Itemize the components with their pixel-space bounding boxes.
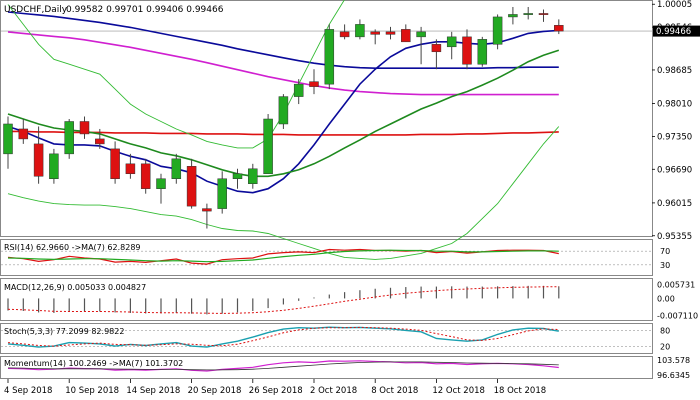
candle-bearish — [79, 121, 90, 135]
candle-bullish — [293, 83, 304, 97]
stoch-d-line — [7, 326, 559, 347]
x-axis-label: 12 Oct 2018 — [432, 386, 485, 396]
candle-bearish — [339, 31, 350, 38]
candle-bearish — [33, 143, 44, 177]
indicator-layer: 70 30 0.005731 0.00 -0.007110 80 20 103.578 96.6… — [1, 247, 698, 380]
candle-bullish — [156, 178, 166, 189]
candle-bearish — [385, 31, 396, 35]
candle-bearish — [401, 29, 411, 43]
x-axis-label: 20 Sep 2018 — [188, 386, 242, 396]
rsi-axis-label: 30 — [660, 261, 670, 270]
macd-axis-label: -0.007110 — [657, 312, 698, 321]
candle-bullish — [248, 168, 258, 184]
rsi-ma-line — [7, 249, 559, 263]
current-price-tag-bg — [653, 25, 700, 37]
current-price-tag: 0.99466 — [653, 25, 700, 37]
candle-bullish — [217, 178, 227, 209]
x-axis-label: 26 Sep 2018 — [249, 386, 303, 396]
candle-bullish — [523, 13, 533, 15]
x-axis-label: 10 Sep 2018 — [65, 386, 119, 396]
candle-bullish — [355, 24, 365, 38]
candle-bearish — [431, 44, 442, 53]
rsi-panel[interactable] — [0, 239, 653, 276]
macd-label: MACD(12,26,9) 0.005033 0.004827 — [4, 283, 146, 292]
macd-axis-label: 0.005731 — [657, 281, 695, 290]
macd-axis-label: 0.00 — [657, 294, 675, 303]
y-axis-label: 0.96690 — [657, 165, 692, 175]
macd-panel[interactable] — [0, 278, 653, 321]
candle-bullish — [232, 173, 243, 179]
candle-bearish — [125, 163, 136, 175]
ma-magenta-line — [7, 31, 559, 96]
candle-bullish — [171, 158, 182, 179]
candle-bullish — [324, 29, 335, 85]
candle-bullish — [508, 14, 518, 18]
candle-bearish — [538, 13, 549, 15]
x-axis-label: 14 Sep 2018 — [126, 386, 180, 396]
x-axis-label: 4 Sep 2018 — [4, 386, 52, 396]
candle-bullish — [263, 118, 273, 175]
candle-bearish — [110, 148, 120, 179]
candle-bearish — [140, 163, 151, 189]
momentum-label: Momentum(14) 100.2469 ->MA(7) 101.3702 — [4, 359, 183, 368]
rsi-axis-label: 70 — [660, 247, 670, 256]
candle-bearish — [462, 36, 472, 65]
candle-bearish — [18, 128, 29, 140]
rsi-label: RSI(14) 62.9660 ->MA(7) 62.8289 — [4, 243, 141, 252]
candle-bullish — [492, 16, 503, 45]
y-axis-label: 0.95355 — [657, 232, 692, 242]
x-axis-label: 2 Oct 2018 — [310, 386, 357, 396]
x-axis-label: 18 Oct 2018 — [494, 386, 547, 396]
bollinger-lower-line — [7, 126, 560, 260]
candle-bullish — [3, 123, 13, 155]
candle-bearish — [370, 31, 380, 35]
y-axis-label: 0.98685 — [657, 66, 692, 76]
momentum-ma-line — [7, 361, 559, 371]
main-chart-layer — [1, 0, 652, 260]
candle-bearish — [186, 166, 197, 207]
candle-bearish — [554, 25, 564, 32]
candle-bearish — [95, 138, 105, 145]
candle-bullish — [477, 39, 488, 65]
stoch-k-line — [7, 326, 559, 348]
y-axis-label: 0.96015 — [657, 199, 692, 209]
momentum-axis-label: 96.6345 — [657, 371, 690, 380]
stoch-axis-label: 80 — [660, 326, 670, 335]
candle-bullish — [49, 153, 59, 179]
chart-header-title: USDCHF,Daily — [4, 5, 68, 15]
y-axis-label: 0.98010 — [657, 100, 692, 110]
stoch-label: Stoch(5,3,3) 77.2099 82.9822 — [4, 327, 124, 336]
momentum-axis-label: 103.578 — [657, 356, 690, 365]
momentum-panel[interactable] — [0, 356, 653, 379]
candle-bearish — [309, 81, 319, 87]
y-axis-label: 0.97350 — [657, 132, 692, 142]
y-axis-label: 1.00005 — [657, 0, 692, 10]
candle-bullish — [446, 36, 457, 48]
candle-bullish — [278, 96, 289, 125]
candle-bullish — [64, 121, 74, 155]
stoch-axis-label: 20 — [660, 343, 670, 352]
candle-bearish — [202, 208, 212, 212]
x-axis-label: 8 Oct 2018 — [371, 386, 418, 396]
candle-bullish — [416, 31, 426, 38]
chart-header-ohlc: 0.99582 0.99701 0.99406 0.99466 — [66, 5, 224, 15]
current-price-tag-text: 0.99466 — [656, 27, 691, 37]
macd-signal-line — [7, 286, 559, 314]
